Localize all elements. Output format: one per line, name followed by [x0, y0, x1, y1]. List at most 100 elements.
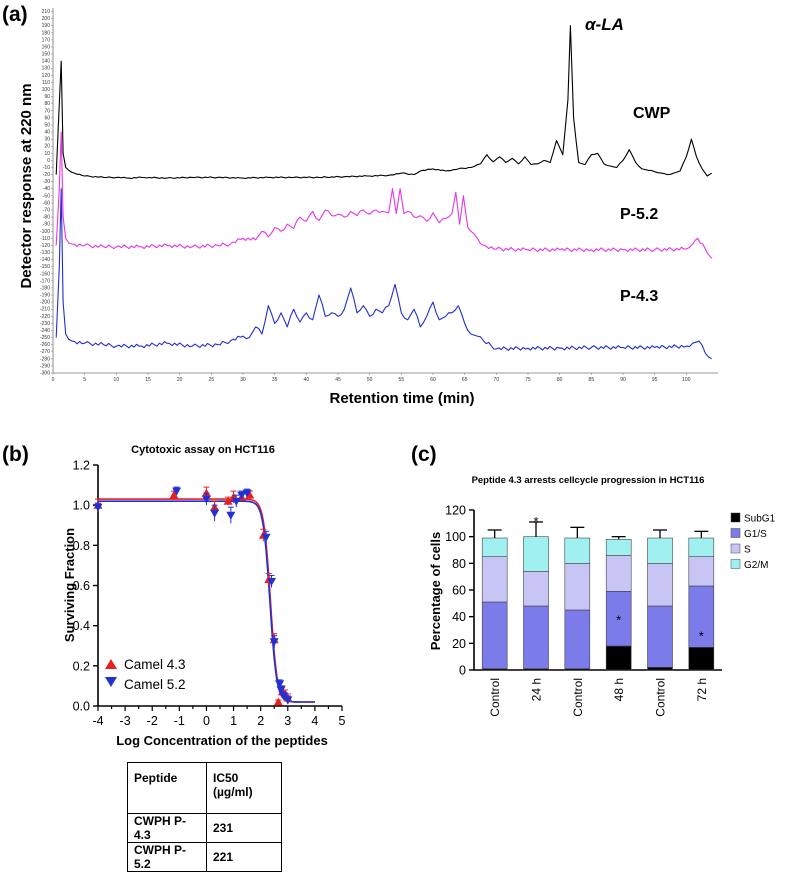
table-row: CWPH P-4.3 231: [127, 813, 282, 843]
y-tick-label-a: -10: [43, 165, 50, 171]
x-tick-label-c: Control: [571, 678, 585, 717]
x-tick-label-b: -2: [147, 714, 158, 728]
y-tick-label-a: 130: [42, 66, 51, 72]
bar-segment-g1-s: [564, 609, 591, 670]
bar-segment-s: [688, 556, 715, 587]
y-tick-label-a: -100: [40, 229, 50, 235]
legend-label-camel-4-3: Camel 4.3: [124, 657, 186, 672]
x-tick-label-a: 0: [52, 377, 55, 383]
y-tick-label-a: 120: [42, 73, 51, 79]
y-tick-label-a: 200: [42, 16, 51, 22]
x-tick-label-b: -3: [120, 714, 131, 728]
point-camel-5-2: [275, 680, 285, 689]
significance-mark: *: [533, 514, 538, 529]
x-tick-label-a: 55: [399, 377, 405, 383]
x-tick-label-a: 5: [83, 377, 86, 383]
y-tick-label-a: -300: [40, 371, 50, 377]
y-tick-label-a: -120: [40, 243, 50, 249]
y-tick-label-b: 0.8: [73, 539, 90, 553]
y-tick-label-a: 160: [42, 44, 51, 50]
panel-c: (c) Peptide 4.3 arrests cellcycle progre…: [411, 443, 776, 717]
y-tick-label-a: 180: [42, 30, 51, 36]
y-tick-label-c: 0: [459, 664, 466, 678]
traces-a: [55, 25, 713, 360]
y-tick-label-a: 80: [44, 101, 50, 107]
y-tick-label-b: 1.0: [73, 499, 90, 513]
legend-swatch-g2-m: [730, 559, 741, 569]
y-tick-label-a: -20: [43, 172, 50, 178]
y-tick-label-b: 0.0: [73, 700, 90, 714]
bar-segment-s: [523, 570, 549, 607]
table-cell-ic50: 231: [206, 813, 282, 843]
x-tick-label-a: 95: [652, 377, 658, 383]
legend-marker-camel-4-3: [105, 659, 117, 669]
table-cell-ic50: 221: [206, 842, 282, 872]
y-tick-label-c: 120: [445, 504, 466, 518]
table-cell-peptide: CWPH P-5.2: [127, 842, 207, 872]
y-tick-label-c: 80: [452, 557, 466, 571]
x-tick-label-b: -4: [92, 714, 103, 728]
y-axis-label-b: Surviving Fraction: [62, 528, 77, 642]
y-tick-label-b: 0.2: [73, 659, 90, 673]
y-tick-label-a: -270: [40, 349, 50, 355]
x-axis-label-a: Retention time (min): [330, 390, 475, 407]
y-tick-label-a: -160: [40, 271, 50, 277]
bar-segment-g2-m: [564, 537, 591, 564]
x-tick-label-b: 5: [339, 714, 346, 728]
legend-b: Camel 4.3 Camel 5.2: [105, 657, 186, 692]
panel-a: (a) Detector response at 220 nm Retentio…: [2, 3, 718, 407]
peak-label-alpha-la: α-LA: [585, 15, 624, 34]
bar-segment-g1-s: [688, 585, 715, 648]
y-tick-label-a: 30: [44, 137, 50, 143]
point-camel-5-2: [269, 638, 279, 647]
x-tick-label-b: -1: [174, 714, 185, 728]
y-tick-label-a: 50: [44, 122, 50, 128]
table-header-ic50: IC50 (µg/ml): [206, 762, 282, 814]
x-tick-label-b: 3: [284, 714, 291, 728]
significance-mark: *: [616, 613, 621, 628]
table-cell-peptide: CWPH P-4.3: [127, 813, 207, 843]
x-tick-label-c: 72 h: [695, 678, 709, 701]
point-camel-5-2: [201, 495, 211, 504]
legend-marker-camel-5-2: [105, 677, 117, 687]
x-tick-label-a: 85: [589, 377, 595, 383]
x-tick-label-a: 15: [145, 377, 151, 383]
y-tick-label-a: 90: [44, 94, 50, 100]
bar-segment-s: [481, 556, 508, 603]
x-tick-label-a: 10: [114, 377, 120, 383]
x-tick-label-a: 80: [557, 377, 563, 383]
x-tick-label-b: 0: [203, 714, 210, 728]
bar-segment-g1-s: [481, 601, 508, 669]
trace-label-p43: P-4.3: [620, 288, 658, 305]
y-tick-label-a: -180: [40, 285, 50, 291]
y-tick-label-a: -290: [40, 363, 50, 369]
x-tick-label-a: 100: [682, 377, 691, 383]
x-axis-label-b: Log Concentration of the peptides: [116, 733, 328, 748]
y-tick-label-a: -170: [40, 278, 50, 284]
axes-a: 2102001901801701601501401301201101009080…: [40, 8, 718, 383]
y-tick-label-a: -220: [40, 314, 50, 320]
legend-swatch-g1-s: [730, 528, 741, 538]
x-tick-label-a: 50: [367, 377, 373, 383]
bar-segment-s: [647, 562, 673, 607]
x-tick-label-c: Control: [488, 678, 502, 717]
x-tick-label-a: 70: [494, 377, 500, 383]
ic50-table: Peptide IC50 (µg/ml) CWPH P-4.3 231 CWPH…: [127, 762, 282, 872]
point-camel-5-2: [267, 578, 276, 586]
trace-p-4-3: [55, 188, 712, 360]
bar-segment-g1-s: [605, 590, 632, 647]
table-header-peptide: Peptide: [127, 762, 207, 814]
y-tick-label-a: 210: [42, 9, 51, 15]
legend-swatch-subg1: [730, 512, 741, 523]
x-tick-label-a: 45: [335, 377, 341, 383]
y-tick-label-b: 0.4: [73, 619, 90, 633]
point-camel-5-2: [276, 686, 286, 695]
panel-letter-a: (a): [2, 3, 28, 26]
y-tick-label-a: -150: [40, 264, 50, 270]
y-tick-label-a: -90: [43, 222, 50, 228]
figure-canvas: (a) Detector response at 220 nm Retentio…: [2, 3, 776, 748]
y-tick-label-a: -230: [40, 321, 50, 327]
bar-segment-subg1: [647, 666, 673, 671]
legend-label-s: S: [744, 545, 751, 556]
y-tick-label-a: 70: [44, 108, 50, 114]
